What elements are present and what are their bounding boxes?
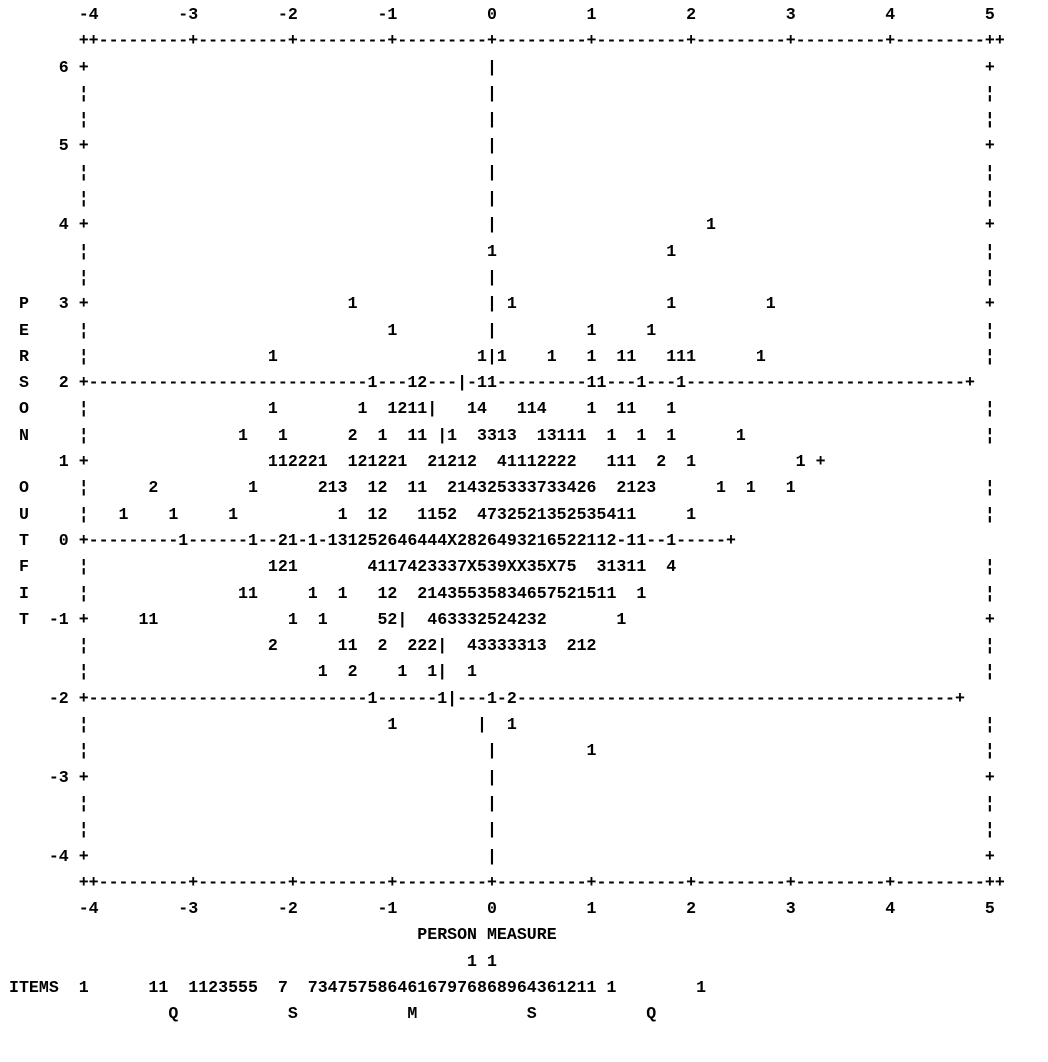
plot-line: F ¦ 121 4117423337X539XX35X75 31311 4 ¦ bbox=[9, 557, 995, 577]
plot-line: O ¦ 1 1 1211| 14 114 1 11 1 ¦ bbox=[9, 399, 995, 419]
plot-line: ¦ | ¦ bbox=[9, 820, 995, 840]
plot-line: ¦ | ¦ bbox=[9, 83, 995, 103]
plot-line: E ¦ 1 | 1 1 ¦ bbox=[9, 320, 995, 340]
plot-line: 5 + | + bbox=[9, 136, 995, 156]
plot-line: ¦ | 1 ¦ bbox=[9, 741, 995, 761]
plot-top-border: ++---------+---------+---------+--------… bbox=[9, 31, 1005, 51]
plot-line: ¦ | ¦ bbox=[9, 793, 995, 813]
plot-line: ¦ 1 2 1 1| 1 ¦ bbox=[9, 662, 995, 682]
items-distribution-line: 1 1 bbox=[9, 951, 497, 971]
person-outfit-plot: -4 -3 -2 -1 0 1 2 3 4 5 ++---------+----… bbox=[9, 2, 1005, 1028]
plot-line: P 3 + 1 | 1 1 1 + bbox=[9, 294, 995, 314]
plot-line: 1 + 112221 121221 21212 41112222 111 2 1… bbox=[9, 452, 826, 472]
plot-line: 4 + | 1 + bbox=[9, 215, 995, 235]
plot-line: ¦ 1 | 1 ¦ bbox=[9, 715, 995, 735]
plot-line: ¦ | ¦ bbox=[9, 162, 995, 182]
plot-line: O ¦ 2 1 213 12 11 214325333733426 2123 1… bbox=[9, 478, 995, 498]
plot-line: R ¦ 1 1|1 1 1 11 111 1 ¦ bbox=[9, 346, 995, 366]
plot-line: ¦ | ¦ bbox=[9, 110, 995, 130]
x-tick-labels-bottom: -4 -3 -2 -1 0 1 2 3 4 5 bbox=[9, 899, 995, 919]
plot-line: -2 +----------------------------1------1… bbox=[9, 688, 965, 708]
plot-line: I ¦ 11 1 1 12 21435535834657521511 1 ¦ bbox=[9, 583, 995, 603]
plot-line: ¦ | ¦ bbox=[9, 189, 995, 209]
plot-line: ¦ | ¦ bbox=[9, 267, 995, 287]
plot-line: T -1 + 11 1 1 52| 463332524232 1 + bbox=[9, 609, 995, 629]
plot-line: S 2 +----------------------------1---12-… bbox=[9, 373, 975, 393]
x-tick-labels-top: -4 -3 -2 -1 0 1 2 3 4 5 bbox=[9, 5, 995, 24]
plot-line: T 0 +---------1------1--21-1-13125264644… bbox=[9, 530, 736, 550]
x-axis-title: PERSON MEASURE bbox=[9, 925, 557, 945]
plot-line: -3 + | + bbox=[9, 767, 995, 787]
plot-line: ¦ 2 11 2 222| 43333313 212 ¦ bbox=[9, 636, 995, 656]
plot-bottom-border: ++---------+---------+---------+--------… bbox=[9, 872, 1005, 892]
plot-line: -4 + | + bbox=[9, 846, 995, 866]
items-distribution-line: Q S M S Q bbox=[9, 1004, 657, 1024]
plot-line: N ¦ 1 1 2 1 11 |1 3313 13111 1 1 1 1 ¦ bbox=[9, 425, 995, 445]
plot-line: U ¦ 1 1 1 1 12 1152 4732521352535411 1 ¦ bbox=[9, 504, 995, 524]
items-distribution-line: ITEMS 1 11 1123555 7 7347575864616797686… bbox=[9, 977, 707, 997]
plot-line: ¦ 1 1 ¦ bbox=[9, 241, 995, 261]
plot-line: 6 + | + bbox=[9, 57, 995, 77]
